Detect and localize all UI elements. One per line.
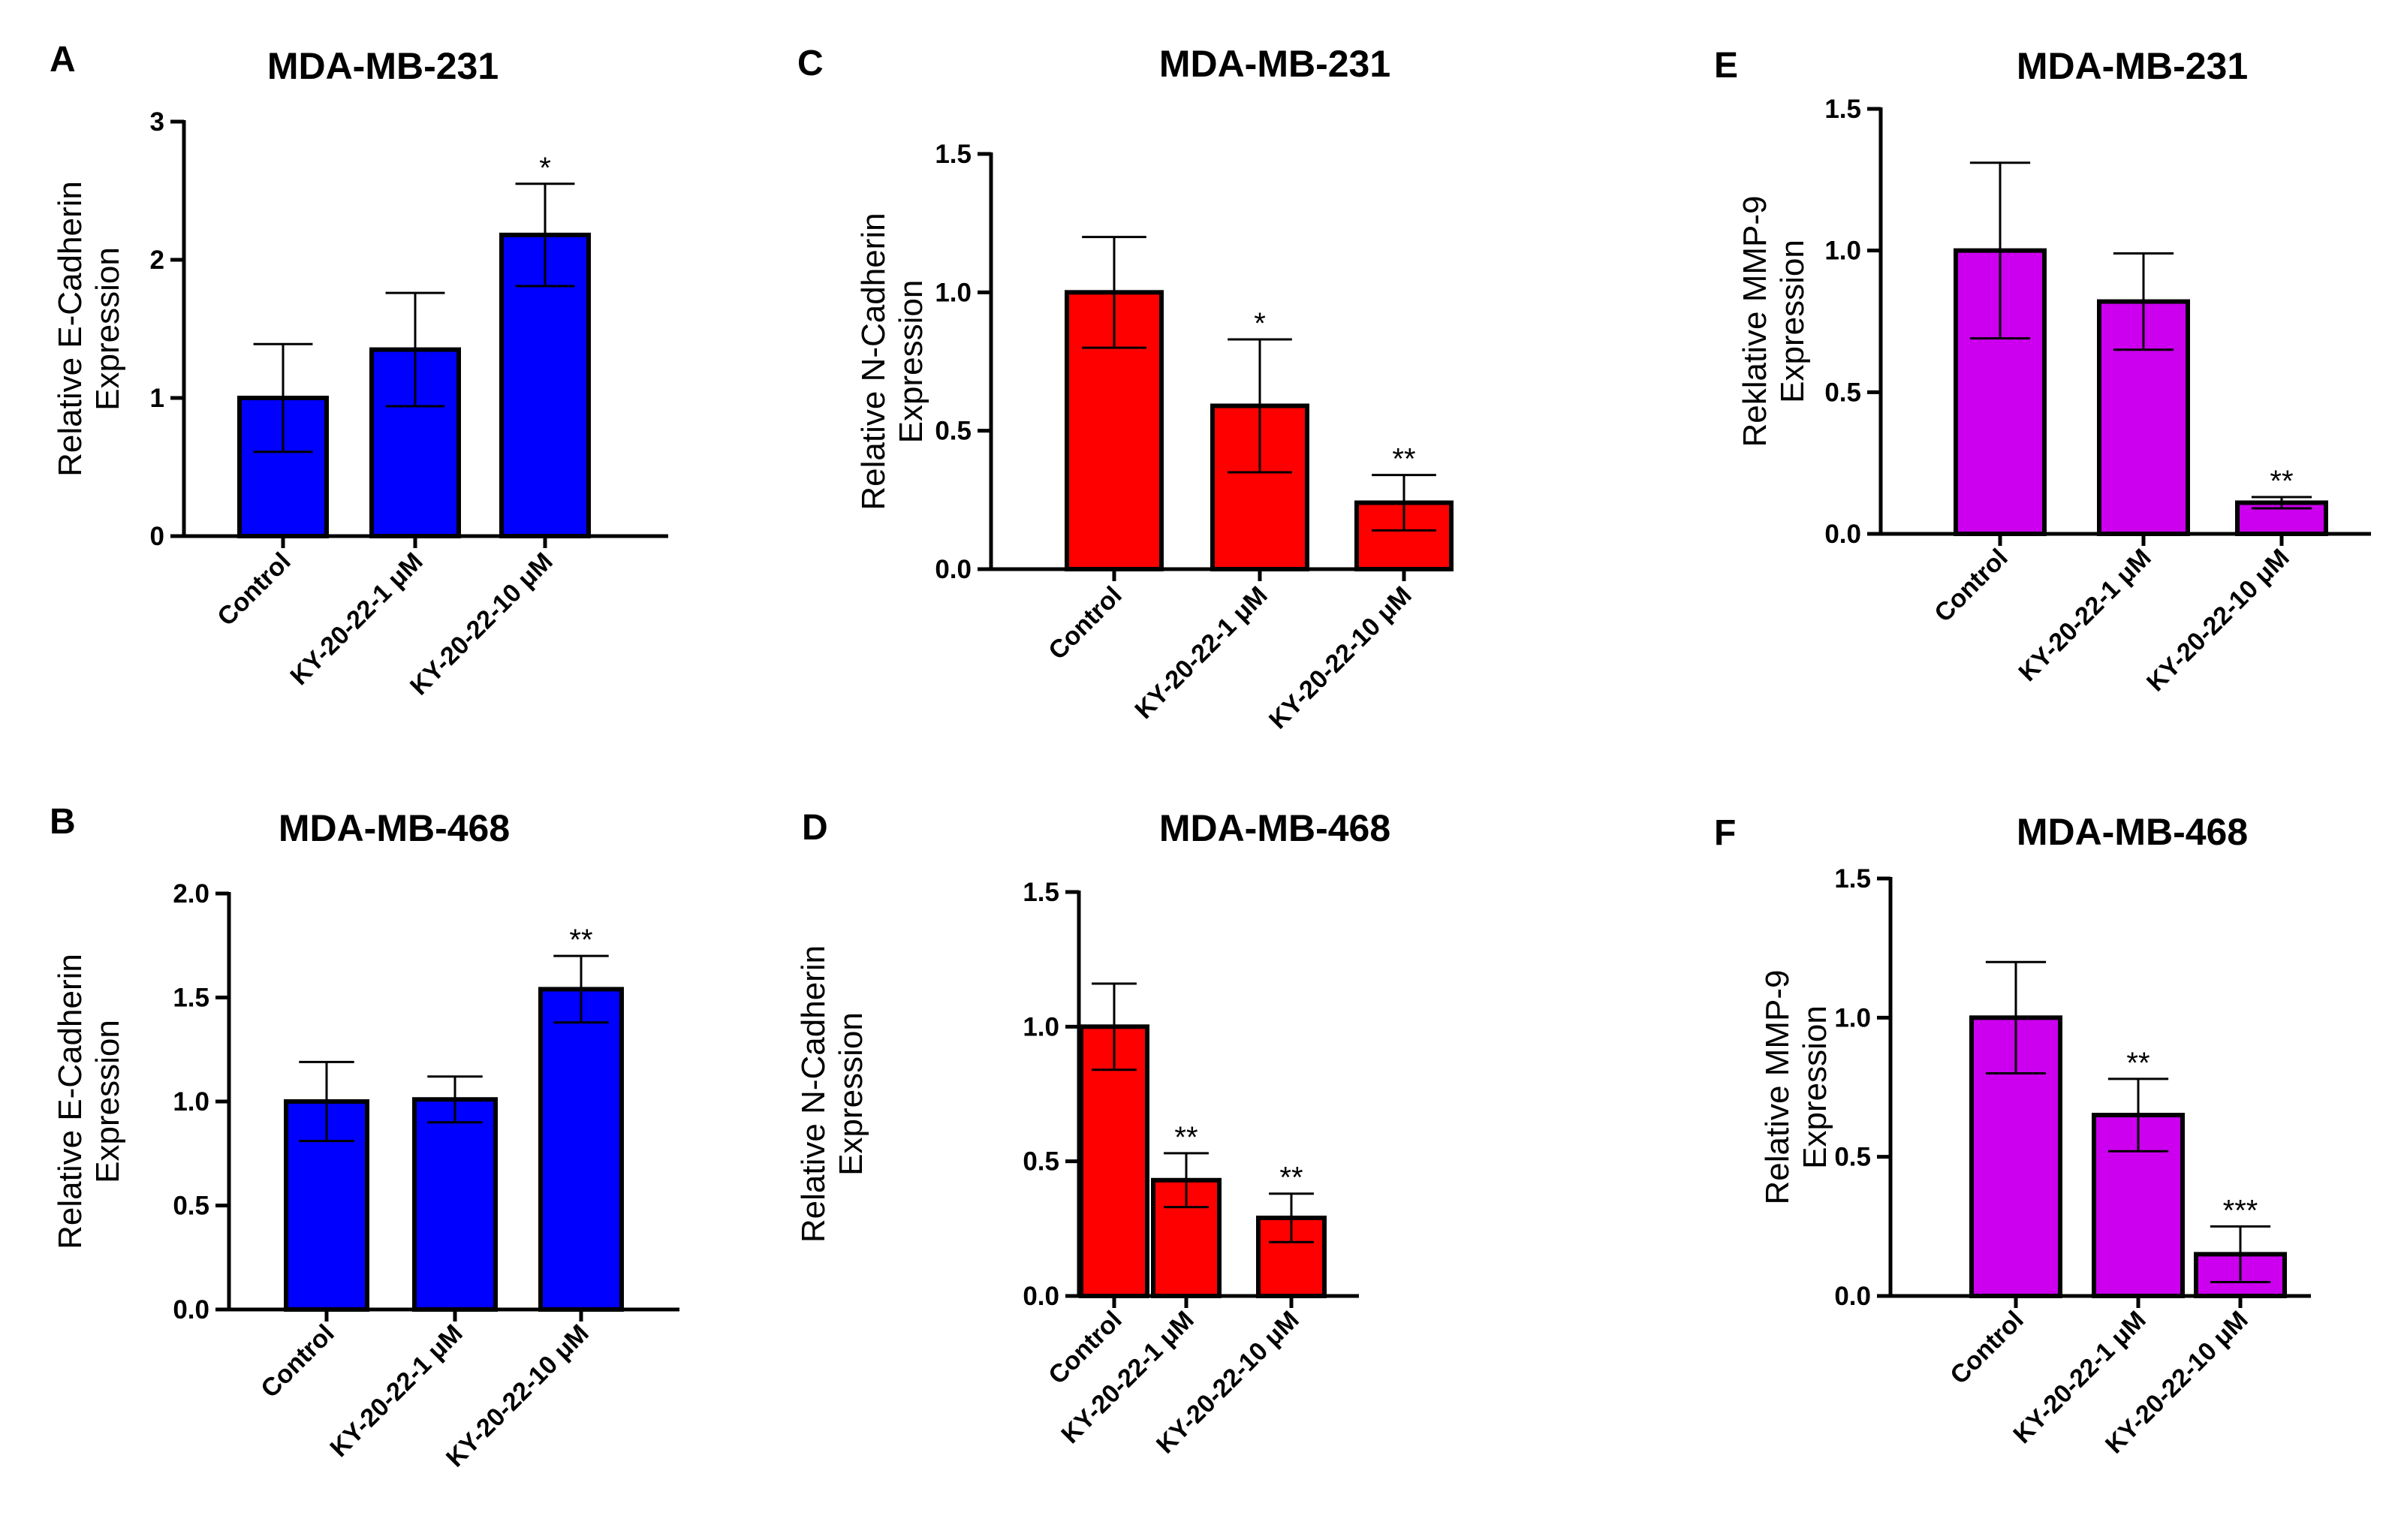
- panel-letter-f: F: [1714, 813, 1736, 853]
- significance-marker: **: [1392, 443, 1415, 476]
- chart-title-e: MDA-MB-231: [2017, 45, 2248, 87]
- category-label: Control: [1043, 581, 1127, 665]
- panel-letter-e: E: [1714, 46, 1738, 86]
- significance-marker: **: [2270, 465, 2293, 498]
- y-axis-label-d: Relative N-CadherinExpression: [795, 945, 869, 1243]
- y-tick-label: 0.5: [1023, 1147, 1059, 1177]
- panel-e: E MDA-MB-231 Reklative MMP-9Expression 0.0 0…: [1714, 45, 2371, 697]
- panel-letter-a: A: [50, 40, 76, 80]
- category-label: KY-20-22-1 μM: [324, 1319, 468, 1463]
- significance-marker: *: [539, 152, 551, 185]
- category-label: KY-20-22-1 μM: [285, 547, 428, 691]
- y-tick-label: 0.0: [935, 555, 972, 584]
- chart-title-a: MDA-MB-231: [267, 45, 499, 87]
- y-tick-label: 1.5: [935, 140, 972, 169]
- y-tick-label: 0.5: [935, 417, 972, 446]
- panel-letter-b: B: [50, 802, 76, 842]
- category-label: KY-20-22-1 μM: [2013, 544, 2156, 687]
- y-tick-label: 1: [150, 384, 164, 413]
- significance-marker: **: [1279, 1162, 1303, 1195]
- y-tick-label: 3: [150, 107, 164, 137]
- y-tick-label: 1.5: [173, 984, 209, 1013]
- panel-c: C MDA-MB-231 Relative N-CadherinExpression…: [797, 43, 1454, 735]
- y-tick-label: 0.0: [1023, 1282, 1059, 1311]
- y-tick-label: 1.0: [1023, 1012, 1059, 1041]
- chart-title-b: MDA-MB-468: [279, 807, 510, 849]
- y-tick-label: 1.5: [1824, 95, 1861, 124]
- panel-d: D MDA-MB-468 Relative N-CadherinExpression…: [795, 807, 1390, 1459]
- y-tick-label: 2.0: [173, 879, 209, 909]
- y-axis-label-b: Relative E-CadherinExpression: [52, 954, 126, 1249]
- y-tick-label: 1.0: [1834, 1003, 1871, 1032]
- category-label: KY-20-22-1 μM: [1129, 581, 1273, 725]
- panel-b: B MDA-MB-468 Relative E-CadherinExpression…: [50, 802, 679, 1472]
- y-tick-label: 2: [150, 246, 164, 275]
- category-label: Control: [255, 1319, 339, 1403]
- y-tick-label: 0.0: [1824, 520, 1861, 549]
- significance-marker: **: [1174, 1121, 1198, 1154]
- y-tick-label: 1.5: [1023, 878, 1059, 907]
- y-tick-label: 0.5: [1824, 378, 1861, 407]
- category-label: KY-20-22-10 μM: [405, 547, 559, 701]
- panel-letter-d: D: [802, 808, 828, 848]
- bar: [538, 987, 624, 1312]
- chart-title-c: MDA-MB-231: [1159, 43, 1390, 85]
- y-tick-label: 1.0: [173, 1087, 209, 1117]
- significance-marker: *: [1254, 307, 1266, 340]
- y-tick-label: 0.0: [173, 1295, 209, 1325]
- y-axis-label-a: Relative E-CadherinExpression: [52, 181, 126, 477]
- significance-marker: **: [569, 924, 592, 957]
- panel-letter-c: C: [797, 44, 824, 83]
- bar: [412, 1097, 498, 1312]
- significance-marker: **: [2126, 1047, 2149, 1080]
- category-label: Control: [1945, 1306, 2029, 1390]
- y-axis-label-f: Relative MMP-9Expression: [1759, 970, 1833, 1205]
- y-axis-label-e: Reklative MMP-9Expression: [1737, 196, 1811, 448]
- y-tick-label: 1.0: [1824, 237, 1861, 266]
- chart-title-f: MDA-MB-468: [2017, 811, 2248, 853]
- category-label: Control: [1929, 544, 2013, 628]
- significance-marker: ***: [2223, 1194, 2258, 1227]
- y-axis-label-c: Relative N-CadherinExpression: [855, 212, 929, 510]
- category-label: KY-20-22-10 μM: [1264, 581, 1417, 735]
- y-tick-label: 1.0: [935, 278, 972, 307]
- panel-a: A MDA-MB-231 Relative E-CadherinExpression…: [50, 40, 668, 701]
- category-label: Control: [212, 547, 296, 631]
- y-tick-label: 0.0: [1834, 1282, 1871, 1311]
- y-tick-label: 0.5: [173, 1192, 209, 1221]
- category-label: KY-20-22-10 μM: [2141, 544, 2295, 698]
- y-tick-label: 1.5: [1834, 864, 1871, 894]
- y-tick-label: 0: [150, 522, 164, 551]
- panel-f: F MDA-MB-468 Relative MMP-9Expression 0.0 0.…: [1714, 811, 2311, 1459]
- y-tick-label: 0.5: [1834, 1143, 1871, 1172]
- chart-title-d: MDA-MB-468: [1159, 807, 1390, 849]
